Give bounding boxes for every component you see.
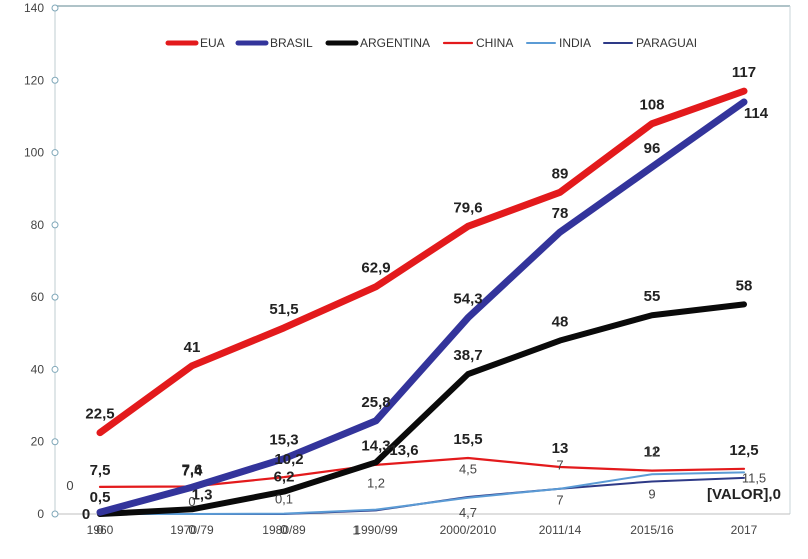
data-label-india: 4,5 [459,462,477,477]
data-label-argentina: 0 [82,506,90,523]
x-tick-label: 2015/16 [630,523,674,537]
data-label-india: 1,2 [367,476,385,491]
plot-background [55,6,790,520]
data-label-india: 11 [645,444,659,459]
data-label-argentina: 14,3 [361,437,390,454]
y-tick-label: 100 [24,146,44,160]
legend: EUA BRASIL ARGENTINA CHINA INDIA PARAGUAI [165,36,697,50]
data-label-paraguai: 0 [188,522,195,537]
data-label-argentina: 1,3 [192,486,213,503]
data-label-argentina: 38,7 [453,347,482,364]
x-tick-label: 1960 [87,523,114,537]
x-tick-label: 1990/99 [354,523,398,537]
y-tick-label: 0 [37,507,44,521]
data-label-brasil: 96 [644,140,661,157]
data-label-brasil: 25,8 [361,394,390,411]
y-tick-marker [51,76,59,84]
data-label-brasil: 114 [744,105,769,122]
data-label-argentina: 6,2 [274,469,295,486]
y-tick-marker [51,149,59,157]
series-line-brasil [96,98,748,516]
data-label-china: 7,6 [182,462,203,479]
y-tick-label: 120 [24,73,44,87]
data-label-china: 12,5 [729,442,758,459]
legend-label-argentina: ARGENTINA [360,36,430,50]
data-label-brasil: 0,5 [90,489,111,506]
series-line-argentina [97,301,747,517]
data-label-china: 10,2 [274,451,303,468]
data-label-paraguai: 4,7 [459,505,477,520]
data-label-paraguai: 7 [556,493,563,508]
data-label-china: 12 [644,444,661,461]
data-label-india: 11,5 [742,470,766,485]
y-tick-label: 20 [31,435,45,449]
data-label-china: 15,5 [453,431,482,448]
data-label-eua: 51,5 [269,301,298,318]
data-label-india: 0 [66,478,73,493]
data-label-india: 0,1 [275,492,293,507]
data-label-india: 0 [188,494,195,509]
x-tick-label: 2017 [731,523,758,537]
x-tick-label: 1980/89 [262,523,306,537]
y-tick-marker [51,221,59,229]
data-label-paraguai: 0 [280,522,287,537]
data-label-brasil: 15,3 [269,432,298,449]
data-label-brasil: 54,3 [453,291,482,308]
data-label-china: 7,5 [90,462,111,479]
data-label-eua: 89 [552,165,569,182]
data-label-china: 13 [552,440,569,457]
data-labels: 22,54151,562,979,6891081170,57,415,325,8… [66,64,781,537]
data-label-eua: 22,5 [85,406,114,423]
y-tick-marker [51,4,59,12]
x-tick-label: 1970/79 [170,523,214,537]
data-label-paraguai: 9 [648,486,655,501]
y-tick-label: 40 [31,362,45,376]
legend-label-china: CHINA [476,36,513,50]
data-label-eua: 108 [639,97,664,114]
y-axis: 0 20 40 60 80 100 120 140 [24,1,59,521]
x-tick-label: 2000/2010 [440,523,497,537]
x-axis: 1960 1970/79 1980/89 1990/99 2000/2010 2011/1… [87,523,758,537]
legend-label-eua: EUA [200,36,225,50]
data-label-paraguai: 0 [96,522,103,537]
y-tick-marker [51,510,59,518]
y-tick-label: 80 [31,218,45,232]
data-label-eua: 79,6 [453,199,482,216]
legend-label-brasil: BRASIL [270,36,313,50]
data-label-eua: 117 [732,64,756,81]
series-lines [96,87,748,517]
legend-label-paraguai: PARAGUAI [636,36,697,50]
data-label-india: 7 [556,458,563,473]
data-label-argentina: 55 [644,288,661,305]
data-label-paraguai: [VALOR],0 [707,486,781,503]
y-tick-marker [51,438,59,446]
data-label-china: 13,6 [389,442,418,459]
y-tick-label: 140 [24,1,44,15]
x-tick-label: 2011/14 [539,523,582,537]
legend-label-india: INDIA [559,36,591,50]
data-label-paraguai: 1 [352,522,359,537]
data-label-argentina: 58 [736,277,753,294]
y-tick-marker [51,293,59,301]
series-line-india [99,471,745,515]
series-line-eua [96,87,748,437]
data-label-brasil: 78 [552,205,569,222]
data-label-eua: 62,9 [361,260,390,277]
y-tick-marker [51,365,59,373]
data-label-brasil: 7,4 [182,462,204,479]
data-label-argentina: 48 [552,314,569,331]
y-tick-label: 60 [31,290,45,304]
data-label-eua: 41 [184,339,201,356]
